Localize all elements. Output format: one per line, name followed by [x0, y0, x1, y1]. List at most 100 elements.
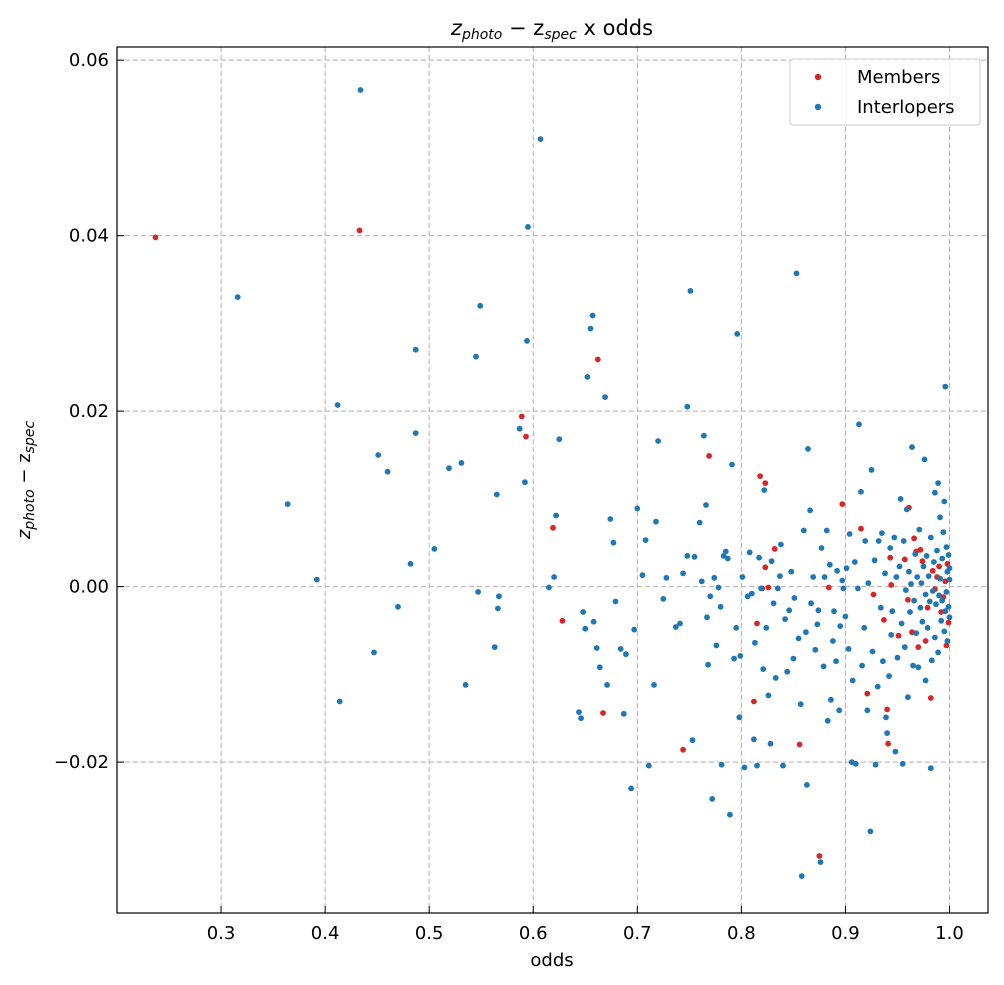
point-interlopers — [760, 666, 767, 672]
point-interlopers — [412, 346, 419, 353]
point-interlopers — [924, 624, 931, 631]
point-interlopers — [713, 642, 720, 649]
point-interlopers — [820, 663, 827, 670]
point-interlopers — [865, 580, 872, 586]
point-interlopers — [828, 696, 834, 703]
point-interlopers — [915, 664, 922, 671]
point-interlopers — [684, 553, 691, 559]
point-interlopers — [807, 507, 813, 514]
point-interlopers — [604, 682, 610, 688]
point-interlopers — [797, 701, 804, 708]
point-interlopers — [830, 638, 836, 644]
point-interlopers — [334, 402, 341, 408]
point-interlopers — [804, 782, 810, 788]
point-interlopers — [651, 682, 657, 688]
legend-label-interlopers: Interlopers — [857, 97, 955, 118]
point-interlopers — [729, 461, 735, 468]
point-interlopers — [395, 603, 401, 610]
point-interlopers — [899, 760, 906, 767]
point-members — [762, 480, 769, 486]
point-interlopers — [689, 737, 696, 744]
point-interlopers — [767, 740, 774, 747]
point-interlopers — [942, 608, 949, 615]
point-interlopers — [763, 624, 770, 631]
x-tick-label: 0.6 — [519, 923, 548, 944]
point-interlopers — [653, 518, 659, 525]
point-interlopers — [516, 425, 523, 432]
point-interlopers — [907, 609, 913, 615]
point-interlopers — [752, 639, 758, 646]
point-interlopers — [861, 624, 868, 631]
point-interlopers — [939, 597, 946, 604]
point-interlopers — [942, 383, 949, 390]
x-tick-label: 0.8 — [727, 923, 756, 944]
point-interlopers — [234, 294, 241, 300]
point-interlopers — [784, 668, 791, 675]
point-interlopers — [493, 491, 500, 498]
point-interlopers — [815, 607, 822, 614]
x-tick-label: 0.7 — [623, 923, 652, 944]
point-interlopers — [612, 598, 619, 605]
point-interlopers — [932, 634, 938, 641]
point-interlopers — [903, 506, 910, 513]
y-tick-label: 0.04 — [69, 226, 109, 247]
point-interlopers — [556, 436, 563, 443]
point-members — [924, 604, 931, 611]
point-interlopers — [628, 785, 634, 792]
point-interlopers — [663, 574, 670, 581]
point-interlopers — [882, 570, 888, 577]
point-members — [929, 567, 936, 574]
point-interlopers — [891, 534, 898, 541]
point-interlopers — [798, 873, 805, 879]
point-interlopers — [934, 547, 940, 554]
point-interlopers — [623, 651, 629, 658]
point-interlopers — [935, 480, 941, 486]
point-interlopers — [525, 224, 531, 230]
point-interlopers — [880, 658, 886, 665]
point-interlopers — [931, 559, 937, 565]
point-interlopers — [946, 565, 953, 572]
point-members — [919, 558, 926, 565]
point-interlopers — [580, 609, 587, 615]
point-interlopers — [758, 585, 764, 592]
point-members — [895, 632, 902, 639]
point-interlopers — [868, 467, 875, 473]
point-interlopers — [736, 714, 743, 721]
point-interlopers — [923, 553, 930, 559]
point-interlopers — [607, 516, 614, 522]
x-tick-label: 0.5 — [415, 923, 444, 944]
point-interlopers — [770, 600, 777, 607]
point-members — [550, 524, 556, 531]
point-interlopers — [916, 526, 923, 533]
point-interlopers — [756, 554, 762, 561]
point-interlopers — [908, 581, 914, 587]
point-interlopers — [718, 761, 725, 768]
point-interlopers — [639, 572, 646, 579]
point-interlopers — [941, 628, 948, 635]
point-interlopers — [634, 505, 641, 512]
point-interlopers — [553, 512, 559, 519]
point-interlopers — [687, 288, 694, 294]
point-interlopers — [672, 624, 679, 630]
point-interlopers — [846, 531, 853, 537]
legend: Members Interlopers — [789, 58, 981, 126]
point-interlopers — [704, 614, 710, 621]
point-interlopers — [874, 683, 881, 690]
point-interlopers — [620, 710, 627, 717]
point-interlopers — [744, 593, 751, 600]
point-members — [706, 453, 712, 459]
point-interlopers — [590, 618, 597, 625]
chart-title: zphoto − zspec x odds — [450, 16, 653, 43]
point-interlopers — [906, 568, 912, 575]
point-interlopers — [936, 592, 942, 599]
point-interlopers — [462, 682, 469, 688]
point-interlopers — [831, 608, 837, 615]
point-interlopers — [836, 707, 843, 714]
point-interlopers — [902, 587, 909, 593]
point-interlopers — [412, 430, 419, 436]
y-axis-label: zphoto − zspec — [14, 421, 38, 541]
point-members — [559, 617, 566, 624]
point-interlopers — [705, 661, 711, 668]
point-members — [796, 741, 803, 748]
point-interlopers — [610, 539, 617, 546]
